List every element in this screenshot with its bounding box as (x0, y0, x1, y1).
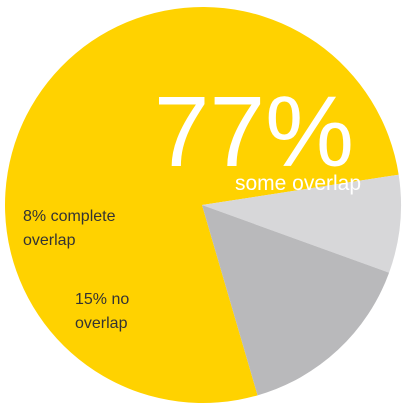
slice-label-no-overlap-line1: 15% no (75, 291, 129, 308)
slice-label-complete-overlap-line1: 8% complete (23, 208, 116, 225)
pie-slice-complete-overlap (202, 174, 401, 273)
slice-label-no-overlap-line2: overlap (75, 315, 128, 332)
slice-label-some-overlap-text: some overlap (235, 172, 361, 195)
slice-label-some-overlap-percent: 77% (154, 76, 354, 188)
pie-slice-no-overlap (202, 205, 390, 396)
pie-slices (4, 6, 401, 404)
slice-label-complete-overlap-line2: overlap (23, 232, 76, 249)
pie-slice-some-overlap (4, 6, 399, 404)
